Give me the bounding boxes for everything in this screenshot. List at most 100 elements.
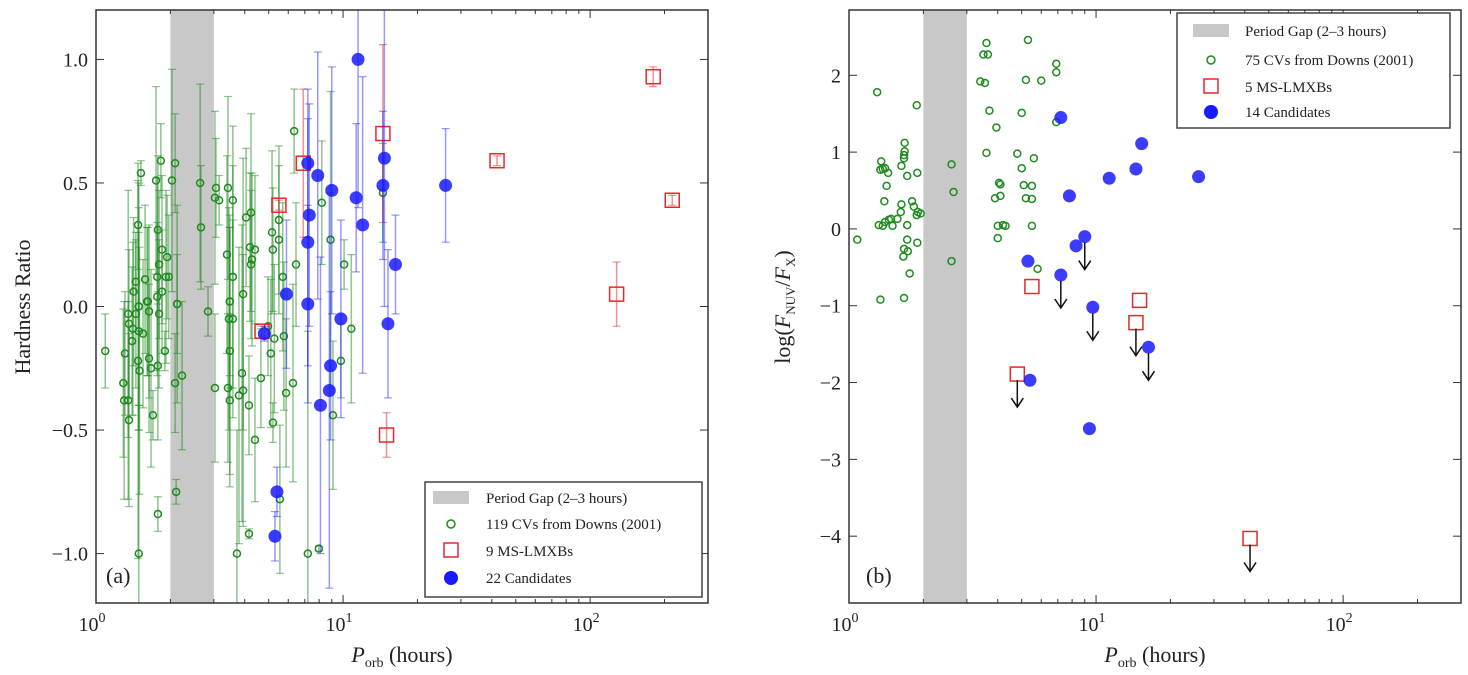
candidate-point	[1086, 300, 1100, 314]
candidate-point	[1021, 254, 1035, 268]
cv-point	[339, 260, 349, 269]
period-gap-band	[923, 10, 967, 603]
y-tick-label: 1	[831, 142, 841, 164]
candidate-point	[311, 169, 325, 183]
cv-point	[903, 246, 913, 256]
cv-point	[1019, 180, 1029, 190]
cv-point	[909, 202, 919, 211]
legend-gap-swatch	[433, 491, 469, 504]
candidate-point	[388, 257, 402, 271]
cv-point	[947, 160, 956, 169]
cv-point	[228, 272, 238, 282]
cv-point	[982, 148, 991, 158]
y-label-part: /	[770, 280, 795, 287]
y-axis-label-b: log(FNUV/FX)	[770, 250, 798, 363]
candidate-point	[349, 191, 363, 205]
cv-point	[246, 260, 256, 269]
cv-point	[172, 299, 182, 309]
legend-lmxb-marker	[443, 542, 459, 558]
legend-label: Period Gap (2–3 hours)	[1245, 24, 1386, 40]
cv-point	[326, 235, 335, 245]
cv-point	[210, 383, 220, 393]
panel-label-a: (a)	[106, 563, 130, 588]
candidate-point	[351, 52, 365, 66]
series-open-square	[254, 43, 681, 458]
cv-point	[153, 292, 162, 301]
cv-point	[347, 324, 356, 333]
x-label-main: P	[1103, 642, 1117, 667]
cv-point	[161, 272, 171, 282]
cv-point	[1051, 59, 1061, 69]
cv-point	[127, 336, 137, 346]
cv-point	[876, 157, 886, 166]
cv-point	[912, 100, 921, 110]
cv-point	[153, 509, 163, 519]
cv-point	[897, 161, 906, 171]
lmxb-point	[1009, 366, 1026, 382]
cv-point	[913, 238, 922, 247]
lmxb-point	[608, 286, 625, 302]
series-open-square	[1009, 278, 1258, 573]
y-tick-label: −3	[820, 449, 841, 471]
cv-point	[266, 349, 276, 358]
cv-point	[270, 334, 279, 343]
candidate-point	[1054, 268, 1068, 282]
candidate-point	[356, 218, 370, 232]
cv-point	[119, 378, 128, 388]
lmxb-point	[664, 192, 681, 209]
cv-point	[144, 307, 154, 316]
y-axis-label-a: Hardness Ratio	[10, 239, 35, 374]
candidate-point	[1135, 137, 1149, 151]
lmxb-point	[1128, 314, 1144, 331]
legend-label: 75 CVs from Downs (2001)	[1245, 53, 1413, 69]
cv-point	[228, 196, 238, 205]
legend-label: 9 MS-LMXBs	[486, 544, 573, 560]
legend-cv-marker	[1206, 55, 1216, 65]
candidate-point	[322, 384, 336, 398]
candidate-point	[270, 485, 284, 499]
cv-point	[129, 287, 138, 296]
cv-point	[196, 223, 206, 232]
cv-point	[241, 213, 251, 222]
legend-gap-swatch	[1193, 24, 1229, 37]
cv-point	[244, 529, 254, 539]
cv-point	[993, 233, 1002, 243]
candidate-point	[381, 317, 395, 331]
cv-point	[1033, 264, 1042, 274]
cv-point	[177, 371, 187, 380]
arrow-head	[1243, 562, 1257, 573]
cv-point	[151, 176, 161, 185]
legend-label: 119 CVs from Downs (2001)	[486, 517, 661, 533]
cv-point	[1029, 154, 1039, 163]
cv-point	[1013, 149, 1022, 158]
cv-point	[1027, 181, 1037, 191]
cv-point	[167, 176, 177, 185]
cv-point	[899, 293, 909, 303]
arrow-head	[1054, 298, 1068, 310]
cv-point	[982, 38, 991, 48]
candidate-point	[301, 235, 315, 249]
y-tick-label: 0.0	[63, 297, 88, 319]
cv-point	[902, 171, 912, 181]
cv-point	[274, 215, 284, 225]
cv-point	[135, 366, 144, 375]
y-tick-label: 2	[831, 65, 841, 87]
cv-point	[140, 275, 150, 284]
cv-point	[267, 228, 277, 237]
cv-point	[156, 156, 166, 165]
legend-cand-marker	[444, 571, 458, 585]
cv-point	[100, 346, 110, 356]
cv-point	[979, 50, 988, 59]
series-open-circle	[100, 68, 388, 603]
cv-point	[1051, 67, 1061, 77]
candidate-point	[1141, 340, 1155, 354]
y-tick-label: −4	[820, 526, 841, 548]
cv-point	[880, 197, 889, 206]
cv-point	[120, 349, 130, 358]
cv-point	[223, 383, 233, 393]
cv-point	[124, 415, 134, 425]
candidate-point	[325, 183, 339, 197]
x-label-sub: orb	[365, 656, 384, 671]
candidate-point	[1078, 230, 1092, 244]
cv-point	[153, 361, 163, 371]
